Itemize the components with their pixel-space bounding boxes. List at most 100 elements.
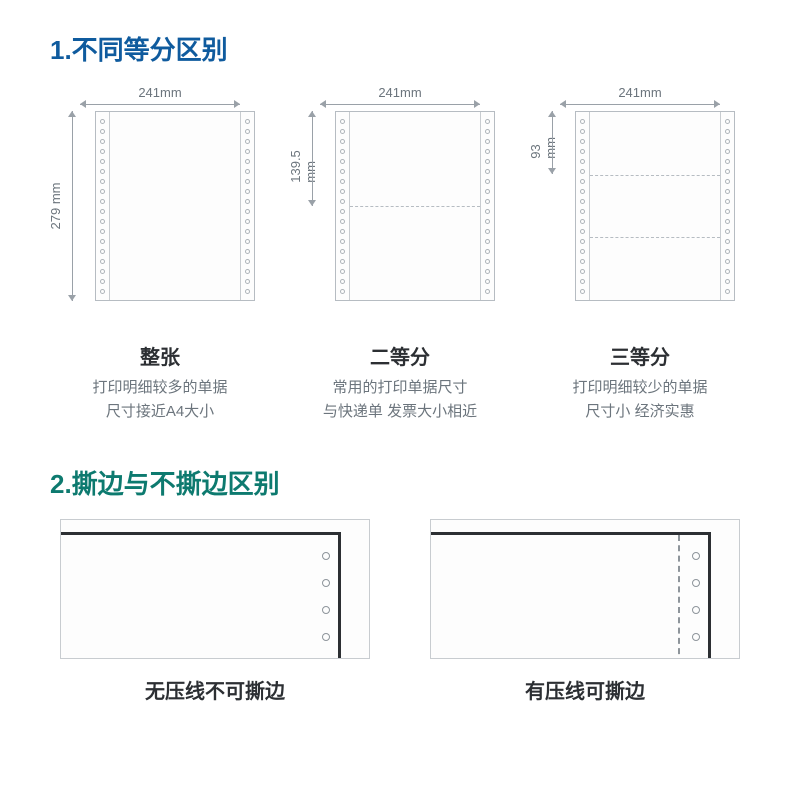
feed-hole-icon (340, 189, 345, 194)
desc-line: 尺寸接近A4大小 (106, 403, 214, 420)
edge-caption-tear: 有压线可撕边 (525, 675, 645, 704)
dim-width-line-icon (320, 104, 480, 105)
paper-box-whole (95, 111, 255, 301)
feed-hole-icon (485, 279, 490, 284)
feed-hole-icon (485, 209, 490, 214)
feed-hole-icon (245, 259, 250, 264)
feed-hole-icon (580, 229, 585, 234)
feed-hole-icon (580, 179, 585, 184)
feed-hole-icon (485, 239, 490, 244)
dim-height-label: 279 mm (48, 183, 63, 230)
feed-hole-icon (485, 149, 490, 154)
feed-hole-icon (580, 279, 585, 284)
paper-caption-whole: 整张 (140, 341, 180, 370)
edge-feed-strip (684, 535, 708, 659)
paper-col-half: 241mm 139.5 mm 二等分 常用的打印单据尺寸 与快递单 发票大小相近 (290, 85, 510, 424)
dim-height-third: 93 mm (530, 111, 552, 174)
feed-hole-icon (322, 552, 330, 560)
feed-hole-icon (485, 159, 490, 164)
feed-hole-icon (725, 239, 730, 244)
feed-hole-icon (340, 199, 345, 204)
feed-hole-icon (322, 606, 330, 614)
feed-hole-icon (245, 199, 250, 204)
feed-strip-right (240, 112, 254, 300)
dim-width-label: 241mm (618, 85, 661, 100)
feed-hole-icon (340, 169, 345, 174)
feed-hole-icon (580, 159, 585, 164)
feed-hole-icon (245, 159, 250, 164)
feed-hole-icon (340, 219, 345, 224)
feed-hole-icon (485, 179, 490, 184)
feed-hole-icon (725, 169, 730, 174)
feed-strip-left (336, 112, 350, 300)
feed-hole-icon (100, 239, 105, 244)
feed-hole-icon (245, 169, 250, 174)
edge-col-no-tear: 无压线不可撕边 (50, 519, 380, 704)
feed-hole-icon (340, 259, 345, 264)
feed-hole-icon (245, 119, 250, 124)
dim-height-label: 139.5 mm (288, 135, 318, 183)
feed-hole-icon (580, 129, 585, 134)
edge-row: 无压线不可撕边 有压线可撕边 (50, 519, 750, 704)
feed-hole-icon (485, 129, 490, 134)
feed-hole-icon (100, 249, 105, 254)
feed-hole-icon (340, 289, 345, 294)
feed-hole-icon (340, 159, 345, 164)
desc-line: 尺寸小 经济实惠 (585, 403, 694, 420)
feed-hole-icon (245, 269, 250, 274)
feed-strip-right (480, 112, 494, 300)
feed-hole-icon (245, 189, 250, 194)
feed-hole-icon (100, 229, 105, 234)
feed-hole-icon (580, 289, 585, 294)
feed-hole-icon (100, 169, 105, 174)
feed-hole-icon (100, 159, 105, 164)
feed-hole-icon (245, 249, 250, 254)
feed-hole-icon (580, 119, 585, 124)
paper-desc-whole: 打印明细较多的单据 尺寸接近A4大小 (92, 376, 227, 424)
feed-hole-icon (100, 179, 105, 184)
feed-hole-icon (725, 229, 730, 234)
feed-hole-icon (725, 259, 730, 264)
feed-hole-icon (485, 249, 490, 254)
feed-hole-icon (245, 279, 250, 284)
section2-title: 2.撕边与不撕边区别 (50, 464, 750, 501)
desc-line: 与快递单 发票大小相近 (323, 403, 477, 420)
paper-box-half (335, 111, 495, 301)
paper-desc-half: 常用的打印单据尺寸 与快递单 发票大小相近 (323, 376, 477, 424)
dim-width-label: 241mm (138, 85, 181, 100)
feed-strip-left (96, 112, 110, 300)
feed-hole-icon (100, 259, 105, 264)
feed-hole-icon (245, 149, 250, 154)
feed-hole-icon (100, 279, 105, 284)
feed-hole-icon (580, 239, 585, 244)
feed-hole-icon (485, 269, 490, 274)
dim-width-third: 241mm (560, 85, 720, 105)
feed-hole-icon (692, 633, 700, 641)
feed-hole-icon (485, 219, 490, 224)
feed-hole-icon (580, 149, 585, 154)
feed-hole-icon (245, 219, 250, 224)
dim-width-label: 241mm (378, 85, 421, 100)
dim-height-line-icon (312, 111, 313, 206)
desc-line: 常用的打印单据尺寸 (332, 379, 467, 396)
feed-hole-icon (245, 139, 250, 144)
tear-line-icon (350, 206, 480, 207)
section1-title: 1.不同等分区别 (50, 30, 750, 67)
dim-width-whole: 241mm (80, 85, 240, 105)
desc-line: 打印明细较多的单据 (92, 379, 227, 396)
feed-hole-icon (100, 219, 105, 224)
feed-hole-icon (580, 209, 585, 214)
feed-hole-icon (340, 239, 345, 244)
dim-height-half: 139.5 mm (290, 111, 312, 206)
feed-hole-icon (100, 189, 105, 194)
feed-hole-icon (725, 289, 730, 294)
dim-width-line-icon (80, 104, 240, 105)
edge-feed-strip (314, 535, 338, 659)
edge-diagram-tear (430, 519, 740, 659)
feed-hole-icon (340, 119, 345, 124)
paper-diagram-whole: 241mm 279 mm (50, 85, 270, 335)
feed-hole-icon (100, 139, 105, 144)
feed-hole-icon (245, 239, 250, 244)
paper-diagram-half: 241mm 139.5 mm (290, 85, 510, 335)
feed-hole-icon (322, 633, 330, 641)
